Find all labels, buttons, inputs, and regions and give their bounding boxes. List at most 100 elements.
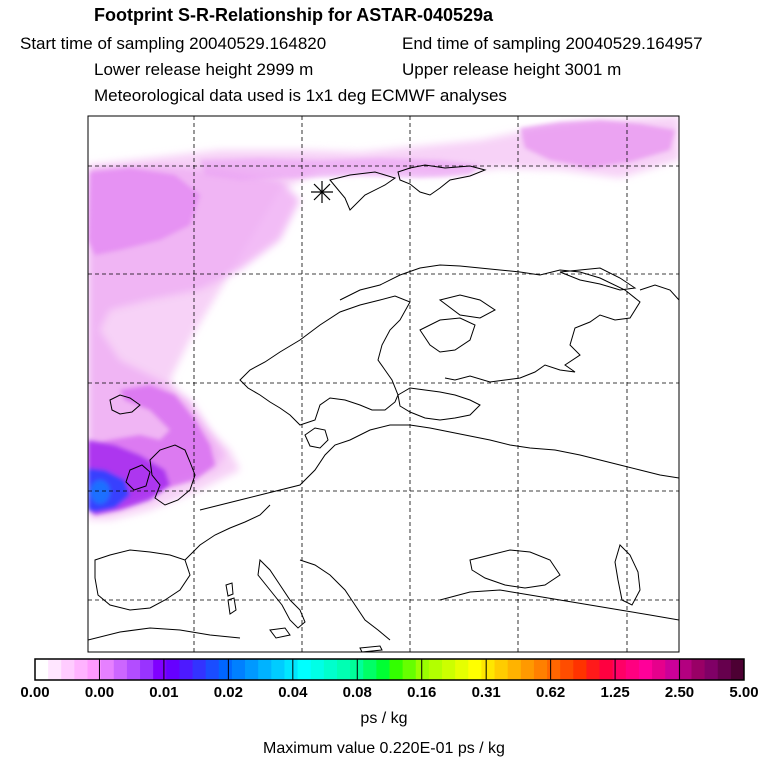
colorbar-swatch <box>35 659 49 680</box>
coast-italy <box>257 558 306 629</box>
coast-sicily <box>269 627 291 639</box>
colorbar-swatch <box>389 659 404 680</box>
colorbar-swatch <box>48 659 62 680</box>
colorbar-frame <box>34 658 745 681</box>
colorbar-swatch <box>638 659 653 680</box>
colorbar-swatch <box>271 659 285 680</box>
colorbar-swatch <box>481 659 496 680</box>
colorbar-swatch <box>297 659 312 680</box>
colorbar-swatch <box>323 659 338 680</box>
lower-height-label: Lower release height 2999 m <box>94 60 314 79</box>
colorbar-swatch <box>415 659 430 680</box>
coast-north-africa <box>88 627 241 641</box>
coast-scandinavia <box>239 295 411 426</box>
colorbar-tick-label: 2.50 <box>664 684 695 701</box>
coast-taymyr <box>639 284 679 301</box>
colorbar-swatch <box>691 659 706 680</box>
plume-western-arc <box>88 165 300 510</box>
colorbar-swatch <box>652 659 666 680</box>
map-frame <box>87 115 680 653</box>
coast-svalbard <box>397 164 487 196</box>
colorbar-swatch <box>310 659 325 680</box>
colorbar-swatch <box>231 659 246 680</box>
colorbar-swatch <box>717 659 732 680</box>
coast-iceland <box>109 394 141 415</box>
colorbar-swatch <box>507 659 522 680</box>
coast-europe-mainland <box>199 424 679 511</box>
colorbar-tick-label: 0.16 <box>407 684 437 701</box>
colorbar-tick-label: 0.04 <box>278 684 308 701</box>
coast-caspian <box>614 544 641 606</box>
colorbar-swatch <box>192 659 207 680</box>
coast-kola <box>438 294 496 319</box>
colorbar-swatch <box>428 659 443 680</box>
colorbar-tick-label: 0.01 <box>149 684 179 701</box>
colorbar-swatch <box>245 659 259 680</box>
colorbar-swatch <box>560 659 574 680</box>
colorbar-swatch <box>126 659 141 680</box>
colorbar-swatch <box>113 659 128 680</box>
coast-black-sea <box>469 549 561 589</box>
colorbar-swatch <box>74 659 89 680</box>
coast-corsica <box>225 582 234 597</box>
coast-white-sea <box>419 317 476 353</box>
colorbar-swatch <box>140 659 154 680</box>
coast-denmark <box>304 427 329 449</box>
graticule <box>88 116 679 652</box>
coast-balkans <box>299 559 391 641</box>
upper-height-label: Upper release height 3001 m <box>402 60 622 79</box>
colorbar-units: ps / kg <box>360 710 408 727</box>
colorbar-swatch <box>402 659 417 680</box>
colorbar-swatch <box>533 659 548 680</box>
colorbar-swatch <box>166 659 180 680</box>
colorbar-swatch <box>547 659 561 680</box>
colorbar-swatch <box>205 659 220 680</box>
coast-ireland <box>125 464 151 491</box>
start-time-label: Start time of sampling 20040529.164820 <box>20 34 327 53</box>
colorbar-dividers <box>98 659 681 680</box>
met-data-label: Meteorological data used is 1x1 deg ECMW… <box>94 86 507 105</box>
footprint-plume <box>88 116 679 520</box>
max-value-label: Maximum value 0.220E-01 ps / kg <box>263 740 505 757</box>
colorbar-tick-label: 0.62 <box>536 684 566 701</box>
colorbar-swatch <box>442 659 456 680</box>
coast-greenland-north <box>329 171 397 211</box>
colorbar-swatch <box>665 659 679 680</box>
coast-novaya-zemlya <box>559 267 637 291</box>
coast-british-isles <box>149 444 196 506</box>
plume-max-core <box>90 480 110 504</box>
plume-upper-right <box>520 120 675 168</box>
colorbar-swatch <box>153 659 167 680</box>
colorbar-swatch <box>704 659 719 680</box>
colorbar-swatch <box>573 659 587 680</box>
coast-arctic-russia <box>339 264 641 383</box>
colorbar-swatch <box>336 659 351 680</box>
colorbar-swatch <box>494 659 509 680</box>
colorbar-swatch <box>612 659 627 680</box>
coast-sardinia <box>227 597 237 615</box>
colorbar-tick-label: 0.31 <box>471 684 501 701</box>
colorbar-tick-label: 1.25 <box>600 684 630 701</box>
colorbar-swatch <box>61 659 75 680</box>
colorbar-tick-label: 0.00 <box>20 684 50 701</box>
colorbar-swatch <box>284 659 299 680</box>
release-site-marker <box>311 181 333 203</box>
coast-iberia <box>94 549 191 611</box>
colorbar-swatches <box>35 659 745 680</box>
colorbar-swatch <box>730 659 745 680</box>
coast-france <box>184 504 271 561</box>
colorbar-swatch <box>468 659 482 680</box>
colorbar-swatch <box>455 659 469 680</box>
colorbar-swatch <box>586 659 601 680</box>
colorbar-swatch <box>625 659 640 680</box>
plot-title: Footprint S-R-Relationship for ASTAR-040… <box>94 5 494 25</box>
colorbar-tick-label: 5.00 <box>729 684 759 701</box>
plume-inner-band <box>88 168 200 255</box>
colorbar-swatch <box>678 659 692 680</box>
colorbar-swatch <box>258 659 272 680</box>
end-time-label: End time of sampling 20040529.164957 <box>402 34 703 53</box>
colorbar-swatch <box>87 659 102 680</box>
colorbar-tick-label: 0.00 <box>84 684 115 701</box>
